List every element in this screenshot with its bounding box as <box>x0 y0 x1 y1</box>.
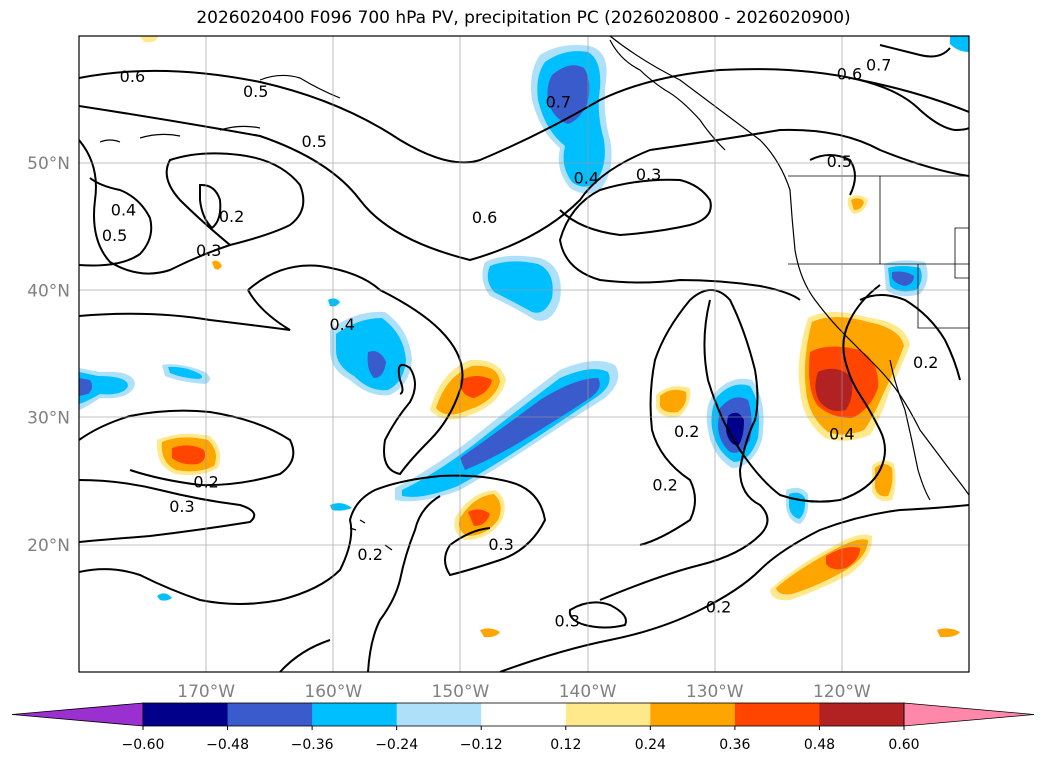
contour-label: 0.6 <box>472 208 497 227</box>
colorbar-tick-label: −0.48 <box>206 737 249 753</box>
contour-label: 0.4 <box>111 201 136 220</box>
contour-label: 0.4 <box>329 315 354 334</box>
contour-label: 0.3 <box>488 535 513 554</box>
contour-label: 0.2 <box>193 473 218 492</box>
longitude-tick-label: 140°W <box>559 682 617 702</box>
pv-contours <box>79 44 969 672</box>
contour-label: 0.3 <box>196 241 221 260</box>
colorbar-tick-label: 0.12 <box>550 737 581 753</box>
contour-labels: 0.60.50.50.40.50.20.30.40.60.70.4 0.30.70… <box>102 56 939 631</box>
colorbar-bin <box>565 703 651 726</box>
longitude-tick-label: 120°W <box>813 682 871 702</box>
contour-label: 0.5 <box>301 132 326 151</box>
colorbar-bin <box>734 703 820 726</box>
latitude-tick-label: 30°N <box>27 409 70 429</box>
state-borders <box>788 175 969 329</box>
map-border <box>78 35 970 673</box>
colorbar-tick-label: −0.60 <box>122 737 165 753</box>
contour-label: 0.3 <box>636 165 661 184</box>
map-title: 2026020400 F096 700 hPa PV, precipitatio… <box>196 8 851 28</box>
colorbar-bin <box>396 703 482 726</box>
contour-label: 0.7 <box>866 56 891 75</box>
colorbar-tick-label: −0.36 <box>291 737 334 753</box>
colorbar-bin <box>227 703 313 726</box>
gridlines <box>79 36 969 672</box>
latitude-labels: 20°N 30°N 40°N 50°N <box>27 154 70 556</box>
contour-label: 0.2 <box>357 545 382 564</box>
contour-label: 0.6 <box>120 67 145 86</box>
precipitation-shading <box>79 36 969 638</box>
longitude-tick-label: 170°W <box>177 682 235 702</box>
colorbar-tick-label: 0.60 <box>888 737 919 753</box>
contour-label: 0.5 <box>243 82 268 101</box>
longitude-tick-label: 150°W <box>432 682 490 702</box>
contour-label: 0.4 <box>574 169 599 188</box>
colorbar-tick-label: −0.12 <box>460 737 503 753</box>
longitude-tick-label: 160°W <box>304 682 362 702</box>
contour-label: 0.4 <box>829 424 854 443</box>
longitude-labels: 170°W 160°W 150°W 140°W 130°W 120°W <box>177 682 871 702</box>
contour-label: 0.7 <box>546 92 571 111</box>
contour-label: 0.2 <box>913 353 938 372</box>
contour-label: 0.3 <box>555 611 580 630</box>
contour-label: 0.3 <box>169 497 194 516</box>
colorbar-bin <box>312 703 398 726</box>
longitude-tick-label: 130°W <box>686 682 744 702</box>
colorbar-bin <box>481 703 567 726</box>
colorbar-bin <box>819 703 905 726</box>
contour-label: 0.2 <box>674 422 699 441</box>
colorbar-bin <box>143 703 229 726</box>
coastlines <box>99 36 969 551</box>
colorbar-tick-label: 0.48 <box>804 737 835 753</box>
colorbar-tick-label: 0.24 <box>635 737 666 753</box>
colorbar-bin <box>650 703 736 726</box>
contour-label: 0.6 <box>837 64 862 83</box>
contour-label: 0.2 <box>706 597 731 616</box>
colorbar-tick-label: −0.24 <box>375 737 418 753</box>
latitude-tick-label: 20°N <box>27 536 70 556</box>
contour-label: 0.2 <box>219 207 244 226</box>
colorbar: −0.60 −0.48 −0.36 −0.24 −0.12 0.12 0.24 0.36 0.4… <box>11 702 1035 753</box>
colorbar-frame <box>142 702 905 727</box>
contour-label: 0.5 <box>102 226 127 245</box>
contour-label: 0.2 <box>652 475 677 494</box>
latitude-tick-label: 40°N <box>27 281 70 301</box>
contour-label: 0.5 <box>827 152 852 171</box>
colorbar-extend-high <box>903 702 1035 727</box>
colorbar-extend-low <box>11 702 144 727</box>
colorbar-tick-label: 0.36 <box>719 737 750 753</box>
latitude-tick-label: 50°N <box>27 154 70 174</box>
